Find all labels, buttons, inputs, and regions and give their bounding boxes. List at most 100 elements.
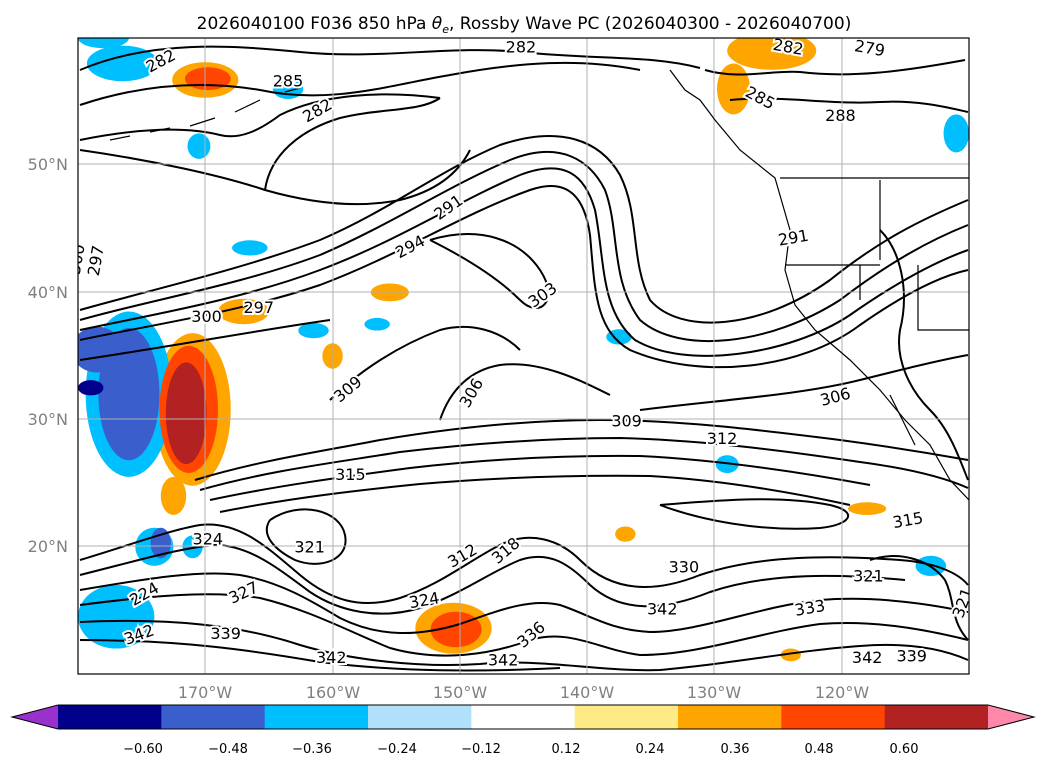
contour-line <box>194 419 969 481</box>
anomaly-blob <box>78 38 129 49</box>
contour-line <box>869 555 969 641</box>
contour-line <box>79 135 969 324</box>
anomaly-blob <box>187 133 211 159</box>
colorbar-segment <box>574 705 679 729</box>
lon-tick-130w: 130°W <box>687 683 742 702</box>
contour-label: 330 <box>669 558 700 577</box>
contour-line <box>79 93 441 141</box>
contour-line <box>639 354 969 411</box>
contour-line <box>659 498 850 530</box>
contour-line <box>199 437 969 491</box>
colorbar-tick: 0.36 <box>721 742 750 757</box>
grid-lines <box>78 38 969 674</box>
anomaly-blob <box>727 38 817 70</box>
colorbar-tick: 0.60 <box>890 742 919 757</box>
anomaly-blob <box>160 476 187 515</box>
colorbar-extend-low <box>12 705 58 729</box>
contour-label: 324 <box>193 530 224 549</box>
lat-tick-40: 40°N <box>28 283 68 302</box>
contour-label: 297 <box>243 298 274 317</box>
anomaly-shading <box>78 38 969 662</box>
north-america-coast <box>669 69 969 501</box>
colorbar-ticks: −0.60 −0.48 −0.36 −0.24 −0.12 0.12 0.24 … <box>123 742 918 757</box>
lat-tick-30: 30°N <box>28 410 68 429</box>
map-frame <box>77 37 970 675</box>
anomaly-blob <box>716 63 751 115</box>
map-background <box>78 38 969 674</box>
contour-line <box>264 97 441 191</box>
colorbar-segment <box>58 705 162 729</box>
anomaly-blob <box>218 298 269 325</box>
aleutian-islands <box>109 87 301 141</box>
colorbar-segment <box>161 705 266 729</box>
colorbar-tick: −0.48 <box>208 742 248 757</box>
contour-line <box>79 593 969 657</box>
contour-line <box>79 61 641 106</box>
lon-tick-120w: 120°W <box>815 683 870 702</box>
contour-line <box>429 233 550 310</box>
contour-line <box>79 319 331 361</box>
anomaly-blob <box>364 317 390 331</box>
baja-peninsula <box>889 394 916 446</box>
coastline <box>109 69 969 501</box>
colorbar-tick: −0.12 <box>461 742 501 757</box>
contour-line <box>79 619 969 672</box>
contour-label: 342 <box>647 600 678 619</box>
colorbar-tick: 0.48 <box>805 742 834 757</box>
lat-tick-20: 20°N <box>28 537 68 556</box>
colorbar-extend-high <box>988 705 1034 729</box>
contour-label: 309 <box>611 411 642 430</box>
contour-line <box>329 326 521 401</box>
contour-label: 300 <box>191 307 222 326</box>
contour-line <box>219 474 851 513</box>
contour-line <box>729 97 969 113</box>
colorbar-segment <box>471 705 576 729</box>
colorbar-tick: 0.24 <box>636 742 665 757</box>
contour-line <box>79 45 701 71</box>
anomaly-blob <box>165 362 207 465</box>
anomaly-blob <box>78 380 104 396</box>
colorbar-tick: −0.36 <box>292 742 332 757</box>
colorbar <box>10 704 1036 730</box>
colorbar-segment <box>678 705 782 729</box>
contour-line <box>79 151 969 342</box>
contour-label: 288 <box>825 106 856 125</box>
contour-line <box>79 184 969 369</box>
anomaly-blob <box>182 535 203 559</box>
lon-tick-140w: 140°W <box>560 683 615 702</box>
contour-line <box>79 639 561 672</box>
colorbar-outline <box>10 704 1036 730</box>
longitude-ticks: 170°W 160°W 150°W 140°W 130°W 120°W <box>178 683 870 702</box>
contour-label: 339 <box>896 647 927 666</box>
lat-tick-50: 50°N <box>28 155 68 174</box>
anomaly-blob <box>615 526 636 542</box>
contour-line <box>439 363 611 421</box>
contour-label: 342 <box>316 648 347 667</box>
us-state-lines <box>785 180 969 331</box>
contour-label: 339 <box>210 624 241 643</box>
contour-label: 312 <box>707 429 738 448</box>
lon-tick-150w: 150°W <box>433 683 488 702</box>
lon-tick-170w: 170°W <box>178 683 233 702</box>
contour-label: 342 <box>488 651 519 670</box>
theta-e-contours <box>79 45 969 672</box>
colorbar-tick: −0.60 <box>123 742 163 757</box>
anomaly-blob <box>606 329 632 345</box>
anomaly-blob <box>78 584 155 649</box>
chart-title: 2026040100 F036 850 hPa θe, Rossby Wave … <box>197 14 852 36</box>
contour-line <box>704 59 966 76</box>
contour-label: 282 <box>506 37 537 56</box>
contour-line <box>879 229 969 481</box>
anomaly-blob <box>298 322 329 339</box>
colorbar-tick: −0.24 <box>377 742 417 757</box>
anomaly-blob <box>86 45 159 82</box>
anomaly-blob <box>943 114 969 153</box>
colorbar-segment <box>264 705 369 729</box>
contour-line <box>79 149 471 206</box>
contour-label: 315 <box>335 465 366 484</box>
contour-label: 285 <box>273 72 304 91</box>
colorbar-segment <box>781 705 886 729</box>
contour-label: 342 <box>852 648 883 667</box>
